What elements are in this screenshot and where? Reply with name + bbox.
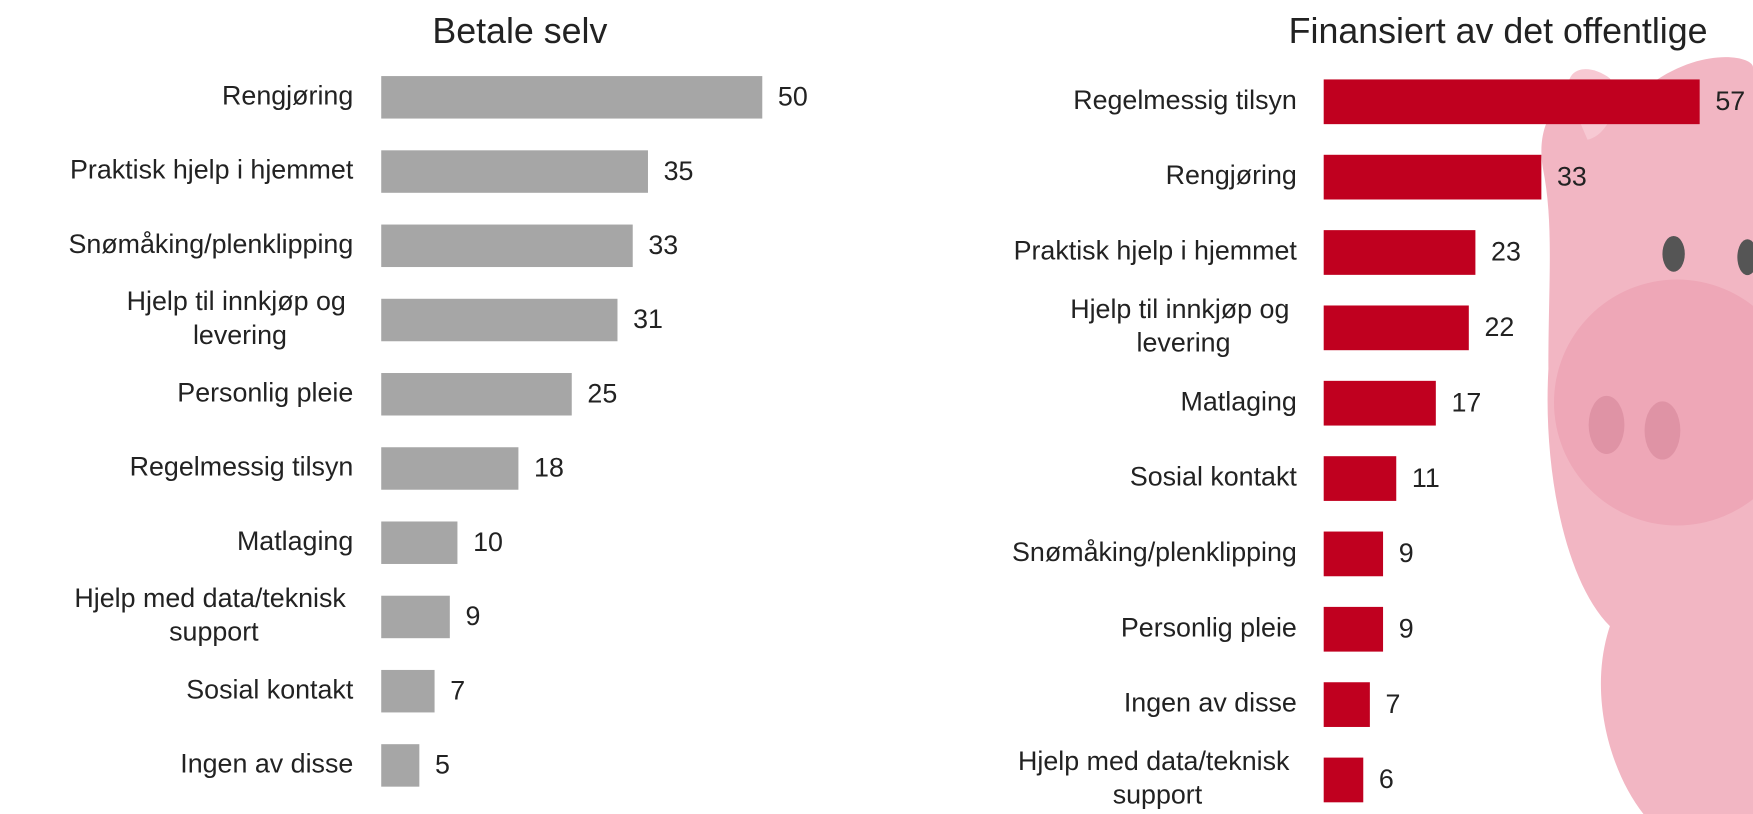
pig-eye (1662, 235, 1685, 272)
bar (381, 669, 435, 713)
value-label: 23 (1491, 237, 1521, 267)
bar (1323, 531, 1384, 577)
category-label: Sosial kontakt (186, 674, 354, 704)
category-label: Hjelp med data/teknisk support (1018, 746, 1297, 810)
category-label: Personlig pleie (1121, 612, 1297, 642)
pig-snout (1554, 279, 1753, 526)
value-label: 6 (1379, 764, 1394, 794)
category-label: Praktisk hjelp i hjemmet (70, 155, 354, 185)
value-label: 18 (534, 453, 564, 483)
bar (1323, 79, 1700, 125)
category-label: Regelmessig tilsyn (130, 452, 354, 482)
value-label: 25 (587, 378, 617, 408)
value-label: 50 (778, 82, 808, 112)
bar (381, 595, 450, 639)
bar (381, 298, 618, 342)
bar (381, 744, 420, 787)
bar (381, 447, 519, 490)
category-label: Snømåking/plenklipping (1012, 537, 1297, 567)
category-label: Rengjøring (1166, 160, 1297, 190)
bar (381, 521, 458, 564)
value-label: 33 (1557, 161, 1587, 191)
value-label: 7 (450, 675, 465, 705)
category-label: Sosial kontakt (1130, 462, 1298, 492)
value-label: 11 (1412, 463, 1440, 493)
category-label: Snømåking/plenklipping (68, 229, 353, 259)
category-label: Hjelp til innkjøp og levering (1070, 294, 1297, 358)
bar (1323, 230, 1476, 275)
bar (381, 224, 633, 268)
category-label: Personlig pleie (177, 377, 353, 407)
value-label: 7 (1386, 689, 1401, 719)
category-label: Matlaging (1181, 386, 1297, 416)
chart-title: Finansiert av det offentlige (1289, 11, 1708, 51)
category-label: Ingen av disse (1124, 688, 1297, 718)
bar (1323, 154, 1542, 200)
category-label: Rengjøring (222, 80, 353, 110)
bar (381, 76, 763, 119)
category-label: Ingen av disse (180, 749, 353, 779)
bar (1323, 682, 1370, 727)
value-label: 9 (465, 601, 480, 631)
pig-eye (1737, 239, 1753, 276)
value-label: 9 (1399, 538, 1414, 568)
value-label: 33 (648, 230, 678, 260)
category-label: Hjelp med data/teknisk support (74, 583, 353, 647)
bar (381, 150, 648, 193)
bar (1323, 305, 1469, 351)
pig-nostril (1644, 401, 1681, 460)
category-label: Matlaging (237, 526, 353, 556)
value-label: 31 (633, 304, 663, 334)
category-label: Hjelp til innkjøp og levering (127, 286, 354, 350)
value-label: 17 (1451, 387, 1481, 417)
piggy-bank-illustration (1541, 57, 1753, 814)
category-label: Praktisk hjelp i hjemmet (1014, 236, 1298, 266)
value-label: 22 (1484, 312, 1514, 342)
chart-title: Betale selv (432, 11, 607, 51)
value-label: 9 (1399, 613, 1414, 643)
bar (1323, 380, 1436, 426)
pig-nostril (1588, 395, 1625, 454)
bar (1323, 757, 1364, 803)
category-label: Regelmessig tilsyn (1073, 85, 1297, 115)
bar (1323, 456, 1397, 501)
value-label: 5 (435, 750, 450, 780)
value-label: 10 (473, 527, 503, 557)
bar (1323, 606, 1384, 652)
value-label: 35 (664, 156, 694, 186)
bar (381, 373, 572, 416)
value-label: 57 (1715, 86, 1745, 116)
